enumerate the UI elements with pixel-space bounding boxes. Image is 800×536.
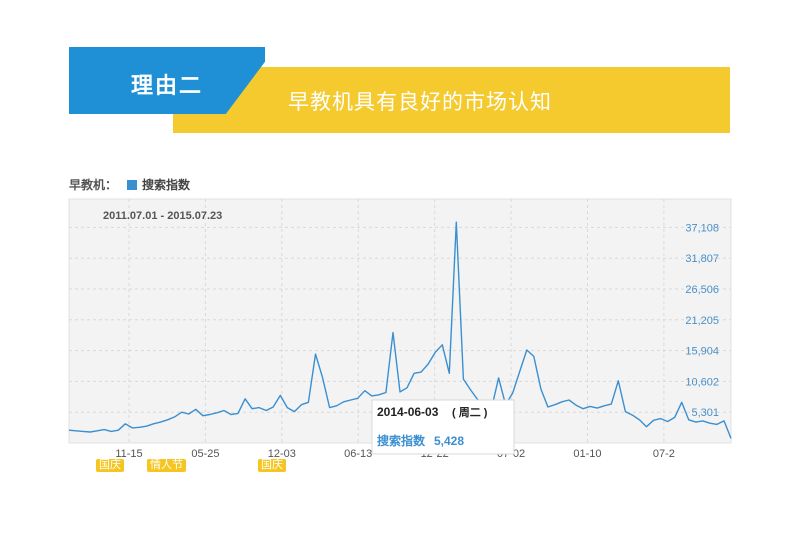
tooltip-weekday: ( 周二 ) <box>452 406 488 419</box>
series-layer <box>68 221 732 439</box>
x-tick-label: 06-13 <box>344 448 372 460</box>
tooltip: 2014-06-03 ( 周二 ) 搜索指数 5,428 <box>371 399 515 455</box>
holiday-tag-national-day-1: 国庆 <box>96 459 124 472</box>
legend-keyword: 早教机： <box>69 178 118 192</box>
x-tick-label: 01-10 <box>573 448 601 460</box>
holiday-tag-national-day-2: 国庆 <box>258 459 286 472</box>
y-tick-labels: 5,301 10,602 15,904 21,205 26,506 31,807 37,10… <box>685 222 719 419</box>
holiday-tag-valentines-day: 情人节 <box>147 459 186 472</box>
tooltip-date: 2014-06-03 <box>377 405 439 419</box>
subtitle-band <box>173 67 730 133</box>
legend-series-name[interactable]: 搜索指数 <box>142 178 191 192</box>
y-tick-label: 15,904 <box>685 346 719 358</box>
series-line-search-index <box>68 221 732 439</box>
y-tick-label: 26,506 <box>685 284 719 296</box>
y-tick-label: 21,205 <box>685 315 719 327</box>
section-label: 理由二 <box>131 73 204 98</box>
x-tick-label: 05-25 <box>191 448 219 460</box>
tooltip-label: 搜索指数 <box>377 433 426 448</box>
section-label-box <box>69 47 265 114</box>
date-range-label: 2011.07.01 - 2015.07.23 <box>103 210 222 222</box>
y-tick-label: 10,602 <box>685 376 719 388</box>
y-tick-label: 5,301 <box>691 407 719 419</box>
grid-layer <box>69 199 731 443</box>
legend-swatch <box>127 179 138 190</box>
slide-subtitle: 早教机具有良好的市场认知 <box>288 91 552 114</box>
x-tick-label: 07-2 <box>653 448 675 460</box>
tooltip-value: 5,428 <box>434 434 464 448</box>
x-tick-label: 11-15 <box>115 448 142 460</box>
tooltip-box <box>371 399 515 455</box>
y-tick-label: 37,108 <box>685 222 719 234</box>
x-tick-label: 12-03 <box>268 448 296 460</box>
y-tick-label: 31,807 <box>685 253 719 265</box>
chart-legend: 早教机： 搜索指数 <box>69 176 190 193</box>
